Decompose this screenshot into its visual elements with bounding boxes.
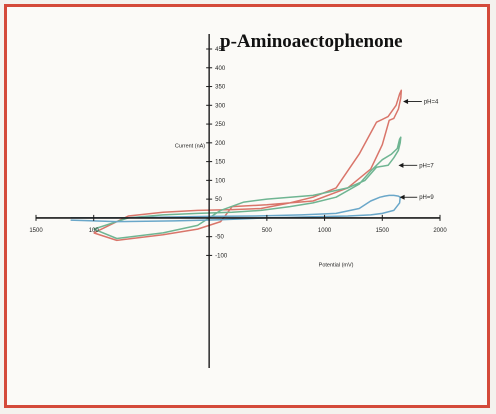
y-tick-label: 350 (215, 85, 226, 91)
x-tick-label: 1500 (29, 228, 43, 234)
x-tick-label: 100 (89, 228, 100, 234)
y-tick-label: 150 (215, 160, 226, 166)
series-line-ph-7 (93, 136, 402, 240)
y-tick-label: 250 (215, 122, 226, 128)
series-line-ph-4 (93, 89, 403, 242)
y-tick-label: -50 (215, 235, 224, 241)
x-tick-label: 1000 (318, 228, 332, 234)
y-tick-label: 300 (215, 103, 226, 109)
annotation-label-ph-7: pH=7 (419, 163, 434, 169)
annotation-arrowhead (398, 162, 404, 168)
x-axis-label: Potential (mV) (319, 263, 354, 269)
x-tick-label: 1500 (376, 228, 390, 234)
y-tick-label: 50 (215, 197, 222, 203)
x-tick-label: 2000 (433, 228, 447, 234)
y-tick-label: 100 (215, 178, 226, 184)
annotation-arrowhead (399, 194, 405, 200)
annotation-label-ph-4: pH=4 (424, 100, 439, 106)
x-tick-label: 500 (262, 228, 273, 234)
annotation-label-ph-9: pH=9 (419, 195, 434, 201)
y-tick-label: 400 (215, 66, 226, 72)
y-tick-label: 450 (215, 47, 226, 53)
y-tick-label: -100 (215, 253, 228, 259)
chart-title: p-Aminoaectophenone (220, 31, 403, 52)
y-axis-label: Current (nA) (175, 143, 205, 149)
annotation-arrowhead (403, 99, 409, 105)
y-tick-label: 200 (215, 141, 226, 147)
